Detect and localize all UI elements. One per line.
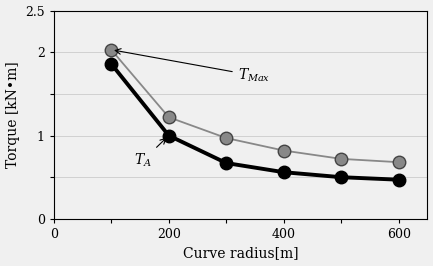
Y-axis label: Torque [kN•m]: Torque [kN•m]	[6, 61, 19, 168]
X-axis label: Curve radius[m]: Curve radius[m]	[183, 246, 298, 260]
Text: $T_A$: $T_A$	[134, 138, 166, 169]
Text: $T_{Max}$: $T_{Max}$	[115, 49, 270, 84]
